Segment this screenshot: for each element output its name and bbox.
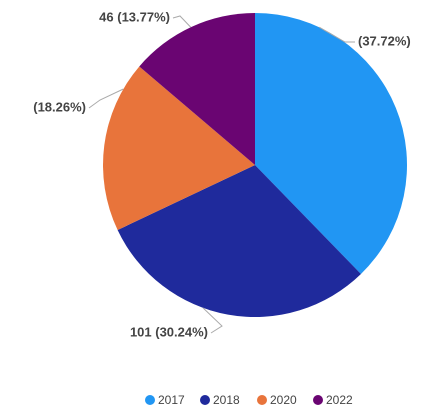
leader-line bbox=[88, 88, 124, 109]
pie-slice bbox=[117, 165, 361, 318]
legend-swatch bbox=[200, 395, 210, 405]
leader-line bbox=[172, 15, 192, 28]
legend-label: 2022 bbox=[326, 393, 353, 407]
data-label: (18.26%) bbox=[33, 99, 86, 114]
legend-label: 2017 bbox=[158, 393, 185, 407]
legend-swatch bbox=[145, 395, 155, 405]
pie-slice bbox=[139, 13, 255, 165]
leader-line bbox=[318, 26, 355, 43]
data-label: 101 (30.24%) bbox=[130, 324, 208, 339]
data-label: (37.72%) bbox=[358, 33, 411, 48]
legend-label: 2020 bbox=[270, 393, 297, 407]
legend-label: 2018 bbox=[213, 393, 240, 407]
pie-slice bbox=[103, 66, 255, 231]
data-label: 46 (13.77%) bbox=[99, 9, 170, 24]
pie-slice bbox=[255, 13, 407, 274]
leader-line bbox=[202, 307, 223, 334]
legend-swatch bbox=[313, 395, 323, 405]
legend-swatch bbox=[257, 395, 267, 405]
